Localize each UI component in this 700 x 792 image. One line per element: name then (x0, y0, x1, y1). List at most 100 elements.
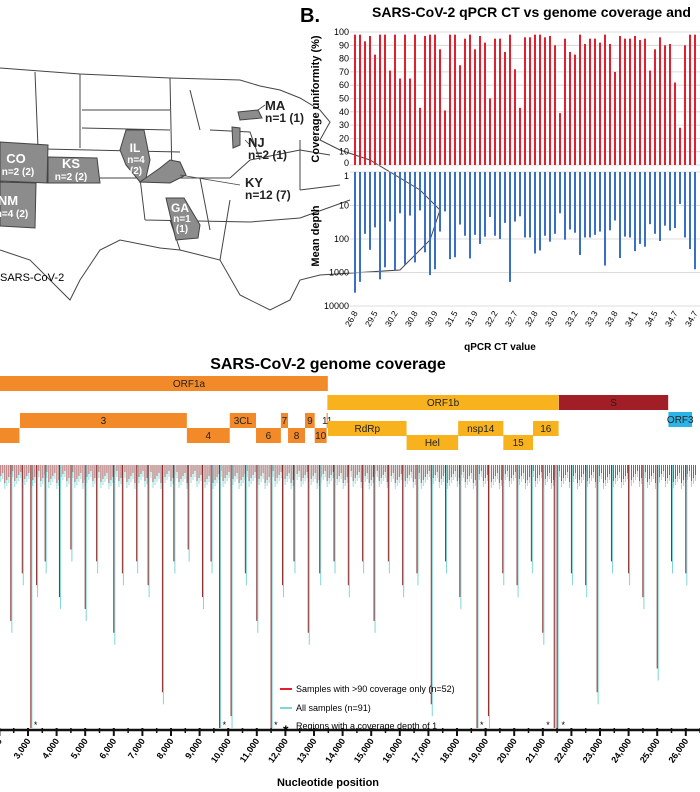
nsp-label: nsp14 (467, 424, 495, 435)
depth-bar (454, 172, 456, 258)
x-tick-label: 33.0 (543, 309, 560, 329)
state-count-ks: n=2 (2) (55, 172, 88, 183)
state-ga (165, 197, 201, 241)
x-tick-label: 33.2 (563, 309, 580, 329)
depth-bar (379, 172, 381, 280)
x-tick-label: 8,000 (155, 736, 176, 760)
depth-bar (414, 172, 416, 263)
nsp-box (328, 421, 407, 436)
chart-c-x-axis: 2,000 3,000 4,000 5,000 6,000 7,000 8,000 9,000… (0, 728, 700, 765)
chart-b-x-ticks: 26.8 29.5 30.2 30.8 30.9 31.5 31.9 32.2 32.7 32.8… (343, 309, 700, 329)
nsp-box (406, 435, 459, 450)
coverage-bars: * * * * * * (0, 465, 696, 730)
y-tick-label: 10 (339, 147, 349, 157)
uniformity-bar (469, 34, 471, 165)
uniformity-bar (569, 51, 571, 166)
uniformity-bar (669, 43, 671, 165)
x-tick-label: 16,000 (380, 736, 404, 764)
uniformity-bar (519, 107, 521, 165)
state-label-nj: NJ (248, 135, 265, 150)
nsp-label: RdRp (354, 424, 380, 435)
x-tick-label: 6,000 (97, 736, 118, 760)
chart-c-xlabel: Nucleotide position (277, 777, 379, 789)
state-count-ky: n=12 (7) (245, 188, 291, 202)
x-tick-label: 17,000 (409, 736, 433, 764)
uniformity-bar (369, 35, 371, 165)
depth-bar (634, 172, 636, 252)
nsp-box (186, 428, 230, 443)
state-label-ky: KY (245, 175, 263, 190)
y-tick-label: 90 (339, 40, 349, 50)
gene-label: ORF1a (173, 379, 206, 390)
chart-c-title: SARS-CoV-2 genome coverage (210, 356, 446, 373)
depth-bar (394, 172, 396, 271)
y-tick-label: 1000 (329, 268, 349, 278)
state-count-ma: n=1 (1) (265, 111, 304, 125)
x-tick-label: 20,000 (495, 736, 519, 764)
y-tick-label: 0 (344, 158, 349, 168)
chart-b-bars (354, 34, 696, 293)
uniformity-bar (374, 54, 376, 165)
uniformity-bar (599, 42, 601, 165)
y-tick-label: 40 (339, 107, 349, 117)
x-tick-label: 31.9 (463, 309, 480, 329)
state-ks (47, 156, 101, 184)
chart-c-legend: Samples with >90 coverage only (n=52) Al… (280, 684, 455, 738)
nsp-box (288, 428, 305, 443)
uniformity-bar (434, 34, 436, 165)
depth-bar (589, 172, 591, 238)
uniformity-bar (484, 42, 486, 165)
gene-label: ORF3 (667, 415, 694, 426)
x-tick-label: 34.7 (663, 309, 680, 329)
uniformity-bar (584, 43, 586, 165)
x-tick-label: 34.1 (623, 309, 640, 329)
depth-bar (649, 172, 651, 225)
gene-box (327, 395, 559, 410)
depth-bar (669, 172, 671, 231)
depth-bar (599, 172, 601, 232)
nsp-box (256, 428, 281, 443)
nsp-label: 11 (322, 416, 333, 427)
uniformity-bar (619, 35, 621, 165)
x-tick-label: 11,000 (238, 736, 262, 764)
depth-bar (464, 172, 466, 236)
uniformity-bar (639, 39, 641, 166)
x-tick-label: 29.5 (363, 309, 380, 329)
depth-bar (619, 172, 621, 259)
y-tick-label: 70 (339, 67, 349, 77)
x-tick-label: 25,000 (638, 736, 662, 764)
depth-bar (539, 172, 541, 251)
uniformity-bar (689, 34, 691, 165)
state-nj (231, 126, 241, 149)
nsp-label: 6 (266, 431, 272, 442)
state-co (0, 141, 49, 184)
depth-bar (689, 172, 691, 250)
x-tick-label: 21,000 (523, 736, 547, 764)
depth-bar (409, 172, 411, 216)
uniformity-bar (379, 34, 381, 165)
y-tick-label: 30 (339, 120, 349, 130)
depth-bar (594, 172, 596, 235)
uniformity-bar (509, 34, 511, 165)
uniformity-bar (399, 78, 401, 165)
depth-bar (519, 172, 521, 217)
state-label-ga: GA (171, 201, 189, 215)
panel-label-b: B. (300, 5, 320, 27)
x-tick-label: 32.8 (523, 309, 540, 329)
state-label-ma: MA (265, 98, 286, 113)
x-tick-label: 24,000 (609, 736, 633, 764)
state-count2-il: (2) (130, 166, 142, 177)
uniformity-bar (454, 34, 456, 165)
uniformity-bar (354, 34, 356, 165)
depth-bar (499, 172, 501, 239)
nsp-box (0, 428, 20, 443)
nsp-box (503, 435, 534, 450)
uniformity-bar (439, 49, 441, 165)
state-label-nm: NM (0, 193, 18, 208)
uniformity-bar (654, 49, 656, 165)
nsp-label: 10 (315, 431, 327, 442)
nsp-label: 4 (206, 431, 212, 442)
uniformity-bar (359, 34, 361, 165)
depth-bar (639, 172, 641, 244)
x-tick-label: 19,000 (466, 736, 490, 764)
